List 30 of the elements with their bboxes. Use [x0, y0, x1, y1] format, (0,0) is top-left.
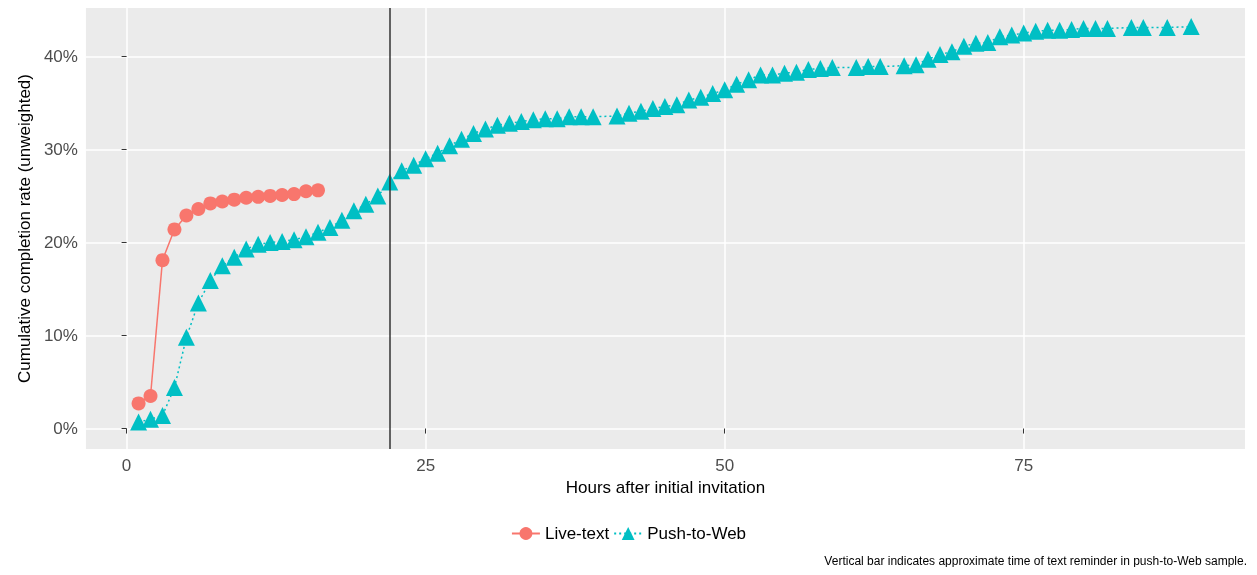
point [131, 396, 146, 411]
legend-label: Push-to-Web [647, 524, 747, 543]
x-tick-label: 50 [715, 456, 735, 475]
point [191, 201, 206, 216]
point [239, 190, 254, 205]
point [227, 192, 242, 207]
y-tick-label: 30% [43, 139, 78, 159]
point [275, 188, 290, 202]
x-tick-label: 75 [1014, 456, 1034, 475]
point [143, 388, 158, 403]
point [215, 194, 230, 209]
x-tick-label: 0 [121, 456, 132, 475]
point [167, 222, 182, 237]
point [310, 183, 325, 198]
legend-label: Live-text [544, 524, 610, 543]
y-tick-label: 0% [53, 419, 78, 439]
point [287, 187, 302, 202]
y-tick-label: 10% [43, 325, 78, 345]
y-tick-label: 40% [43, 46, 78, 66]
point [155, 253, 170, 268]
point [179, 208, 194, 223]
point [251, 189, 266, 204]
point [203, 196, 218, 211]
y-axis-title: Cumulative completion rate (unweighted) [15, 74, 34, 383]
x-axis-title: Hours after initial invitation [565, 478, 766, 497]
point [299, 184, 314, 199]
text: Vertical bar indicates approximate time of text reminder in push-to-Web sample. [824, 554, 1247, 568]
y-tick-label: 20% [43, 232, 78, 252]
point [263, 188, 278, 203]
x-tick-label: 25 [416, 456, 436, 475]
